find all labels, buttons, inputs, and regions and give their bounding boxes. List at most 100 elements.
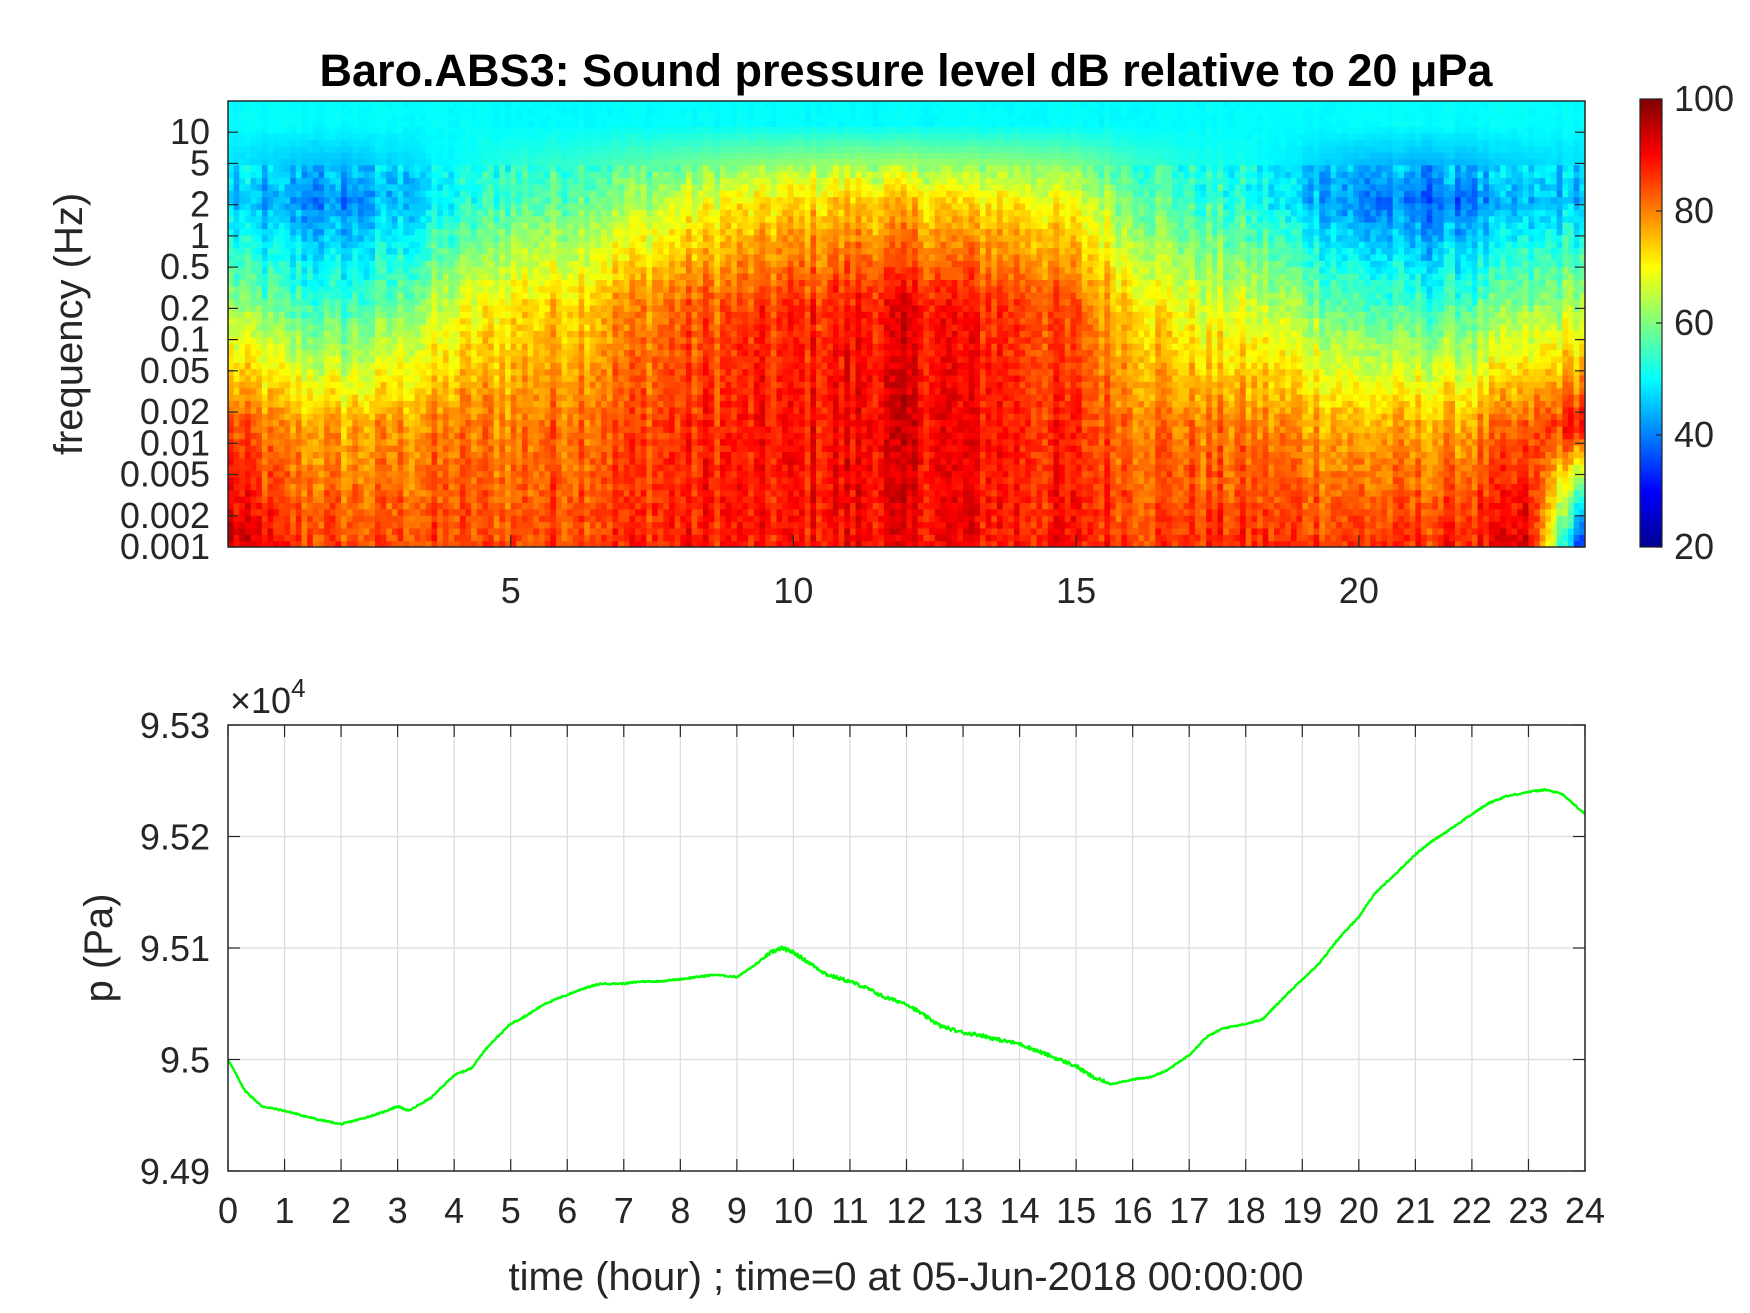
heatmap-cell bbox=[567, 197, 573, 204]
heatmap-cell bbox=[426, 483, 432, 490]
heatmap-cell bbox=[471, 222, 477, 229]
heatmap-cell bbox=[324, 400, 330, 407]
heatmap-cell bbox=[607, 267, 613, 274]
heatmap-cell bbox=[245, 337, 251, 344]
heatmap-cell bbox=[562, 146, 568, 153]
heatmap-cell bbox=[245, 502, 251, 509]
heatmap-cell bbox=[584, 400, 590, 407]
heatmap-cell bbox=[262, 477, 268, 484]
heatmap-cell bbox=[488, 356, 494, 363]
heatmap-cell bbox=[262, 209, 268, 216]
heatmap-cell bbox=[234, 432, 240, 439]
heatmap-cell bbox=[341, 158, 347, 165]
heatmap-cell bbox=[612, 490, 618, 497]
heatmap-cell bbox=[386, 426, 392, 433]
heatmap-cell bbox=[454, 107, 460, 114]
heatmap-cell bbox=[601, 292, 607, 299]
heatmap-cell bbox=[313, 305, 319, 312]
heatmap-cell bbox=[573, 426, 579, 433]
heatmap-cell bbox=[386, 222, 392, 229]
heatmap-cell bbox=[443, 439, 449, 446]
heatmap-cell bbox=[550, 171, 556, 178]
heatmap-cell bbox=[562, 381, 568, 388]
heatmap-cell bbox=[499, 394, 505, 401]
heatmap-cell bbox=[488, 477, 494, 484]
heatmap-cell bbox=[313, 197, 319, 204]
heatmap-cell bbox=[505, 439, 511, 446]
heatmap-cell bbox=[607, 126, 613, 133]
heatmap-cell bbox=[624, 146, 630, 153]
heatmap-cell bbox=[550, 330, 556, 337]
heatmap-cell bbox=[302, 509, 308, 516]
heatmap-cell bbox=[318, 190, 324, 197]
heatmap-cell bbox=[369, 426, 375, 433]
heatmap-cell bbox=[528, 107, 534, 114]
heatmap-cell bbox=[335, 139, 341, 146]
heatmap-cell bbox=[449, 477, 455, 484]
heatmap-cell bbox=[381, 235, 387, 242]
heatmap-cell bbox=[302, 216, 308, 223]
heatmap-cell bbox=[285, 407, 291, 414]
heatmap-cell bbox=[318, 343, 324, 350]
heatmap-cell bbox=[375, 311, 381, 318]
heatmap-cell bbox=[545, 222, 551, 229]
heatmap-cell bbox=[460, 184, 466, 191]
heatmap-cell bbox=[324, 515, 330, 522]
heatmap-cell bbox=[245, 305, 251, 312]
heatmap-cell bbox=[539, 254, 545, 261]
heatmap-cell bbox=[228, 146, 234, 153]
heatmap-cell bbox=[494, 515, 500, 522]
heatmap-cell bbox=[465, 407, 471, 414]
heatmap-cell bbox=[381, 490, 387, 497]
heatmap-cell bbox=[545, 483, 551, 490]
heatmap-cell bbox=[567, 330, 573, 337]
heatmap-cell bbox=[296, 133, 302, 140]
heatmap-cell bbox=[533, 241, 539, 248]
heatmap-cell bbox=[347, 311, 353, 318]
heatmap-cell bbox=[251, 126, 257, 133]
heatmap-cell bbox=[398, 483, 404, 490]
heatmap-cell bbox=[471, 413, 477, 420]
heatmap-cell bbox=[234, 400, 240, 407]
heatmap-cell bbox=[403, 490, 409, 497]
heatmap-cell bbox=[443, 260, 449, 267]
heatmap-cell bbox=[596, 381, 602, 388]
heatmap-cell bbox=[398, 133, 404, 140]
heatmap-cell bbox=[539, 241, 545, 248]
heatmap-cell bbox=[307, 477, 313, 484]
heatmap-cell bbox=[550, 209, 556, 216]
heatmap-cell bbox=[234, 216, 240, 223]
heatmap-cell bbox=[471, 228, 477, 235]
heatmap-cell bbox=[318, 260, 324, 267]
heatmap-cell bbox=[352, 451, 358, 458]
heatmap-cell bbox=[499, 490, 505, 497]
heatmap-cell bbox=[460, 120, 466, 127]
heatmap-cell bbox=[302, 528, 308, 535]
heatmap-cell bbox=[579, 235, 585, 242]
heatmap-cell bbox=[228, 502, 234, 509]
heatmap-cell bbox=[432, 101, 438, 108]
heatmap-cell bbox=[375, 337, 381, 344]
heatmap-cell bbox=[607, 203, 613, 210]
heatmap-cell bbox=[449, 126, 455, 133]
heatmap-cell bbox=[375, 260, 381, 267]
heatmap-cell bbox=[579, 273, 585, 280]
heatmap-cell bbox=[296, 451, 302, 458]
heatmap-cell bbox=[539, 299, 545, 306]
heatmap-cell bbox=[516, 400, 522, 407]
heatmap-cell bbox=[579, 445, 585, 452]
heatmap-cell bbox=[443, 400, 449, 407]
heatmap-cell bbox=[499, 228, 505, 235]
heatmap-cell bbox=[392, 445, 398, 452]
heatmap-cell bbox=[471, 203, 477, 210]
heatmap-cell bbox=[420, 381, 426, 388]
heatmap-cell bbox=[454, 426, 460, 433]
heatmap-cell bbox=[482, 439, 488, 446]
heatmap-cell bbox=[285, 216, 291, 223]
heatmap-cell bbox=[420, 337, 426, 344]
heatmap-cell bbox=[460, 375, 466, 382]
heatmap-cell bbox=[262, 299, 268, 306]
heatmap-cell bbox=[567, 483, 573, 490]
heatmap-cell bbox=[488, 126, 494, 133]
heatmap-cell bbox=[409, 515, 415, 522]
